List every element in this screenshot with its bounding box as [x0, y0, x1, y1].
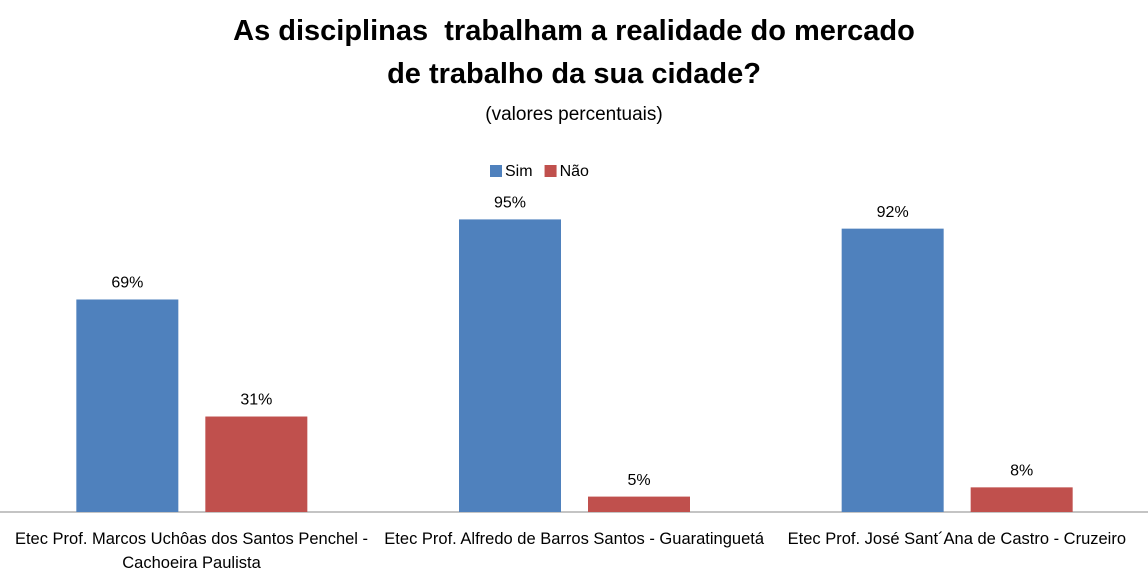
- data-label: 95%: [494, 195, 526, 212]
- legend-label: Não: [560, 163, 589, 180]
- data-label: 92%: [877, 204, 909, 221]
- bar: [205, 416, 308, 512]
- bar: [76, 299, 179, 512]
- data-label: 8%: [1010, 463, 1033, 480]
- bar: [970, 487, 1073, 512]
- chart-title: As disciplinas trabalham a realidade do …: [233, 15, 923, 90]
- data-label: 69%: [111, 275, 143, 292]
- chart-subtitle: (valores percentuais): [485, 104, 663, 125]
- legend-label: Sim: [505, 163, 533, 180]
- bar: [459, 219, 561, 512]
- data-label: 31%: [240, 392, 272, 409]
- x-tick-label: Etec Prof. Alfredo de Barros Santos - Gu…: [384, 530, 765, 548]
- legend-swatch: [544, 165, 557, 177]
- x-tick-label: Etec Prof. Marcos Uchôas dos Santos Penc…: [14, 530, 369, 572]
- legend-swatch: [490, 165, 502, 177]
- x-tick-label: Etec Prof. José Sant´Ana de Castro - Cru…: [787, 530, 1127, 548]
- data-label: 5%: [627, 472, 650, 489]
- bar: [841, 228, 944, 512]
- bar: [588, 496, 690, 512]
